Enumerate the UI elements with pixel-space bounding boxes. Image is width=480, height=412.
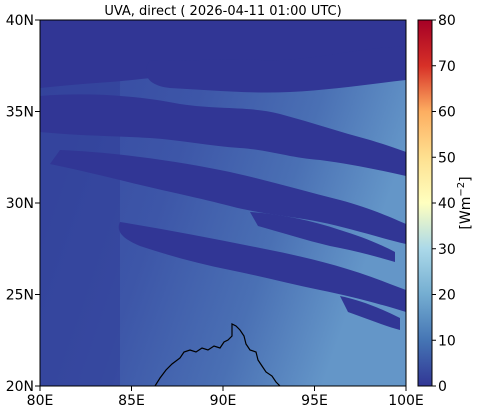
x-tick-label: 100E <box>388 393 424 409</box>
x-tick-label: 95E <box>301 393 328 409</box>
y-tick-label: 40N <box>6 13 34 29</box>
x-tick-label: 90E <box>210 393 237 409</box>
colorbar-tick-label: 0 <box>438 379 447 395</box>
colorbar-tick-label: 40 <box>438 196 456 212</box>
colorbar-tick-label: 70 <box>438 59 456 75</box>
y-tick-label: 30N <box>6 196 34 212</box>
colorbar-tick-label: 20 <box>438 288 456 304</box>
colorbar-tick-label: 50 <box>438 150 456 166</box>
colorbar-tick-label: 80 <box>438 13 456 29</box>
map-area <box>40 20 406 386</box>
colorbar-label: [Wm−2] <box>456 176 474 229</box>
x-tick-label: 85E <box>118 393 145 409</box>
colorbar: 0 10 20 30 40 50 60 70 80 [Wm−2] <box>417 13 474 395</box>
map-title: UVA, direct ( 2026-04-11 01:00 UTC) <box>104 4 341 19</box>
colorbar-tick-label: 30 <box>438 242 456 258</box>
coastline <box>154 323 281 386</box>
cloud-bands <box>40 20 406 330</box>
x-axis: 80E 85E 90E 95E 100E <box>27 386 424 409</box>
colorbar-gradient <box>418 20 432 386</box>
y-tick-label: 25N <box>6 288 34 304</box>
colorbar-tick-label: 60 <box>438 105 456 121</box>
colorbar-tick-label: 10 <box>438 333 456 349</box>
y-tick-label: 20N <box>6 379 34 395</box>
x-tick-label: 80E <box>27 393 54 409</box>
y-tick-label: 35N <box>6 105 34 121</box>
y-axis: 20N 25N 30N 35N 40N <box>6 13 40 395</box>
